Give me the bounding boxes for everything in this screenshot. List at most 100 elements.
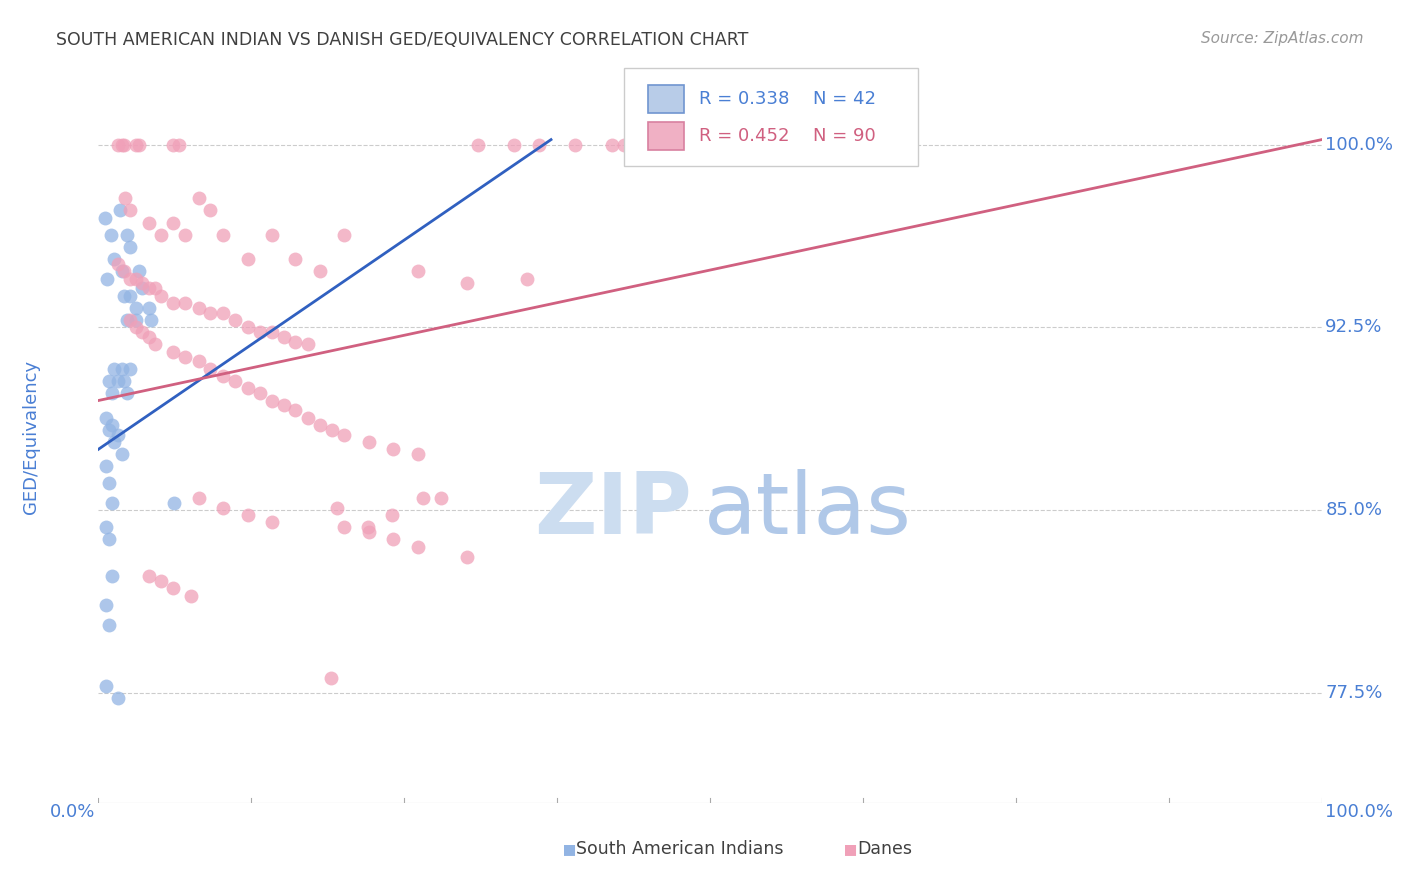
Point xyxy=(357,525,380,540)
Text: N = 90: N = 90 xyxy=(813,127,876,145)
Point xyxy=(94,679,117,693)
Point xyxy=(308,417,330,432)
Point xyxy=(101,417,124,432)
Text: 77.5%: 77.5% xyxy=(1326,684,1382,702)
Point xyxy=(321,423,343,437)
Point xyxy=(297,410,319,425)
Text: ZIP: ZIP xyxy=(534,468,692,552)
Text: ▪: ▪ xyxy=(844,839,858,859)
Point xyxy=(143,337,166,351)
Point xyxy=(96,271,118,285)
Point xyxy=(125,313,148,327)
Text: 100.0%: 100.0% xyxy=(1326,136,1393,153)
Point xyxy=(262,325,284,339)
Text: N = 42: N = 42 xyxy=(813,90,876,108)
Point xyxy=(212,227,235,242)
Point xyxy=(149,227,172,242)
Point xyxy=(139,313,162,327)
Point xyxy=(93,211,115,225)
Point xyxy=(187,491,209,505)
Point xyxy=(138,330,160,344)
Point xyxy=(101,496,124,510)
Point xyxy=(174,227,197,242)
Point xyxy=(125,137,148,152)
Point xyxy=(333,427,356,442)
Point xyxy=(382,533,405,547)
Point xyxy=(456,277,478,291)
Point xyxy=(128,137,150,152)
Point xyxy=(297,337,319,351)
Bar xyxy=(648,122,685,150)
Point xyxy=(138,281,160,295)
Point xyxy=(112,288,135,302)
Point xyxy=(107,137,129,152)
Point xyxy=(187,354,209,368)
Point xyxy=(98,374,121,388)
Point xyxy=(467,137,489,152)
Point xyxy=(103,252,125,266)
Point xyxy=(94,599,117,613)
Point xyxy=(98,423,121,437)
Point xyxy=(125,320,148,334)
Point xyxy=(212,369,235,384)
Point xyxy=(515,271,537,285)
FancyBboxPatch shape xyxy=(624,68,918,167)
Point xyxy=(143,281,166,295)
Point xyxy=(249,386,271,401)
Point xyxy=(107,690,129,705)
Point xyxy=(120,288,142,302)
Point xyxy=(236,508,259,522)
Point xyxy=(138,215,160,229)
Point xyxy=(98,533,121,547)
Point xyxy=(125,301,148,315)
Point xyxy=(564,137,586,152)
Point xyxy=(198,203,221,218)
Text: SOUTH AMERICAN INDIAN VS DANISH GED/EQUIVALENCY CORRELATION CHART: SOUTH AMERICAN INDIAN VS DANISH GED/EQUI… xyxy=(56,31,748,49)
Point xyxy=(198,306,221,320)
Point xyxy=(382,442,405,457)
Point xyxy=(600,137,623,152)
Point xyxy=(120,203,142,218)
Point xyxy=(212,306,235,320)
Point xyxy=(180,589,202,603)
Point xyxy=(94,459,117,474)
Point xyxy=(114,191,136,205)
Point xyxy=(284,334,307,349)
Point xyxy=(100,227,122,242)
Point xyxy=(94,520,117,534)
Point xyxy=(125,271,148,285)
Point xyxy=(163,496,186,510)
Point xyxy=(98,476,121,491)
Text: 92.5%: 92.5% xyxy=(1326,318,1382,336)
Point xyxy=(174,296,197,310)
Point xyxy=(356,520,378,534)
Point xyxy=(333,227,356,242)
Point xyxy=(111,264,134,278)
Point xyxy=(198,361,221,376)
Point xyxy=(174,350,197,364)
Text: R = 0.452: R = 0.452 xyxy=(699,127,790,145)
Point xyxy=(115,313,138,327)
Point xyxy=(101,386,124,401)
Text: Danes: Danes xyxy=(858,840,912,858)
Point xyxy=(262,393,284,408)
Point xyxy=(456,549,478,564)
Point xyxy=(107,374,129,388)
Point xyxy=(103,434,125,449)
Text: South American Indians: South American Indians xyxy=(576,840,785,858)
Point xyxy=(107,257,129,271)
Point xyxy=(262,227,284,242)
Point xyxy=(94,410,117,425)
Point xyxy=(412,491,434,505)
Text: Source: ZipAtlas.com: Source: ZipAtlas.com xyxy=(1201,31,1364,46)
Text: 100.0%: 100.0% xyxy=(1326,803,1393,821)
Point xyxy=(308,264,330,278)
Point xyxy=(273,398,295,412)
Point xyxy=(162,581,184,595)
Point xyxy=(273,330,295,344)
Point xyxy=(111,447,134,461)
Point xyxy=(112,264,135,278)
Point xyxy=(319,672,342,686)
Point xyxy=(236,381,259,395)
Point xyxy=(527,137,550,152)
